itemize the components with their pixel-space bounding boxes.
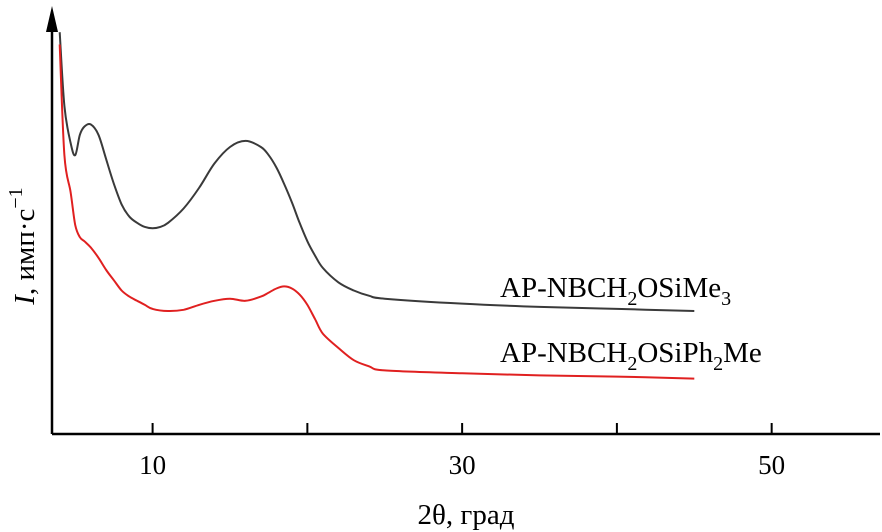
series-line-0	[58, 32, 695, 312]
x-tick-labels: 10 30 50	[139, 450, 785, 480]
x-ticks	[151, 423, 773, 434]
series-label-1-part-4: Me	[723, 337, 762, 369]
y-axis-title: I, имп·с−1	[5, 187, 41, 305]
x-tick-label-30: 30	[449, 450, 476, 480]
series-group	[58, 32, 695, 380]
y-axis-title-rest: , имп·с	[9, 209, 41, 295]
series-label-0-sub-3: 3	[721, 288, 731, 310]
series-label-1: AP-NBCH2OSiPh2Me	[500, 337, 762, 375]
series-label-1-part-2: OSiPh	[637, 337, 713, 369]
series-label-0-sub-1: 2	[627, 288, 637, 310]
series-label-0-part-0: AP-NBCH	[500, 272, 627, 304]
series-line-1	[58, 44, 695, 380]
series-label-1-sub-3: 2	[713, 353, 723, 375]
x-tick-label-10: 10	[139, 450, 166, 480]
y-axis-title-symbol: I	[9, 294, 41, 306]
x-tick-label-50: 50	[758, 450, 785, 480]
x-axis-title: 2θ, град	[418, 499, 515, 531]
axes	[46, 6, 880, 436]
series-label-1-sub-1: 2	[627, 353, 637, 375]
series-label-0-part-2: OSiMe	[637, 272, 721, 304]
series-label-0: AP-NBCH2OSiMe3	[500, 272, 731, 310]
y-axis-title-sup: −1	[5, 187, 27, 208]
series-label-1-part-0: AP-NBCH	[500, 337, 627, 369]
y-axis-arrow	[46, 6, 58, 32]
